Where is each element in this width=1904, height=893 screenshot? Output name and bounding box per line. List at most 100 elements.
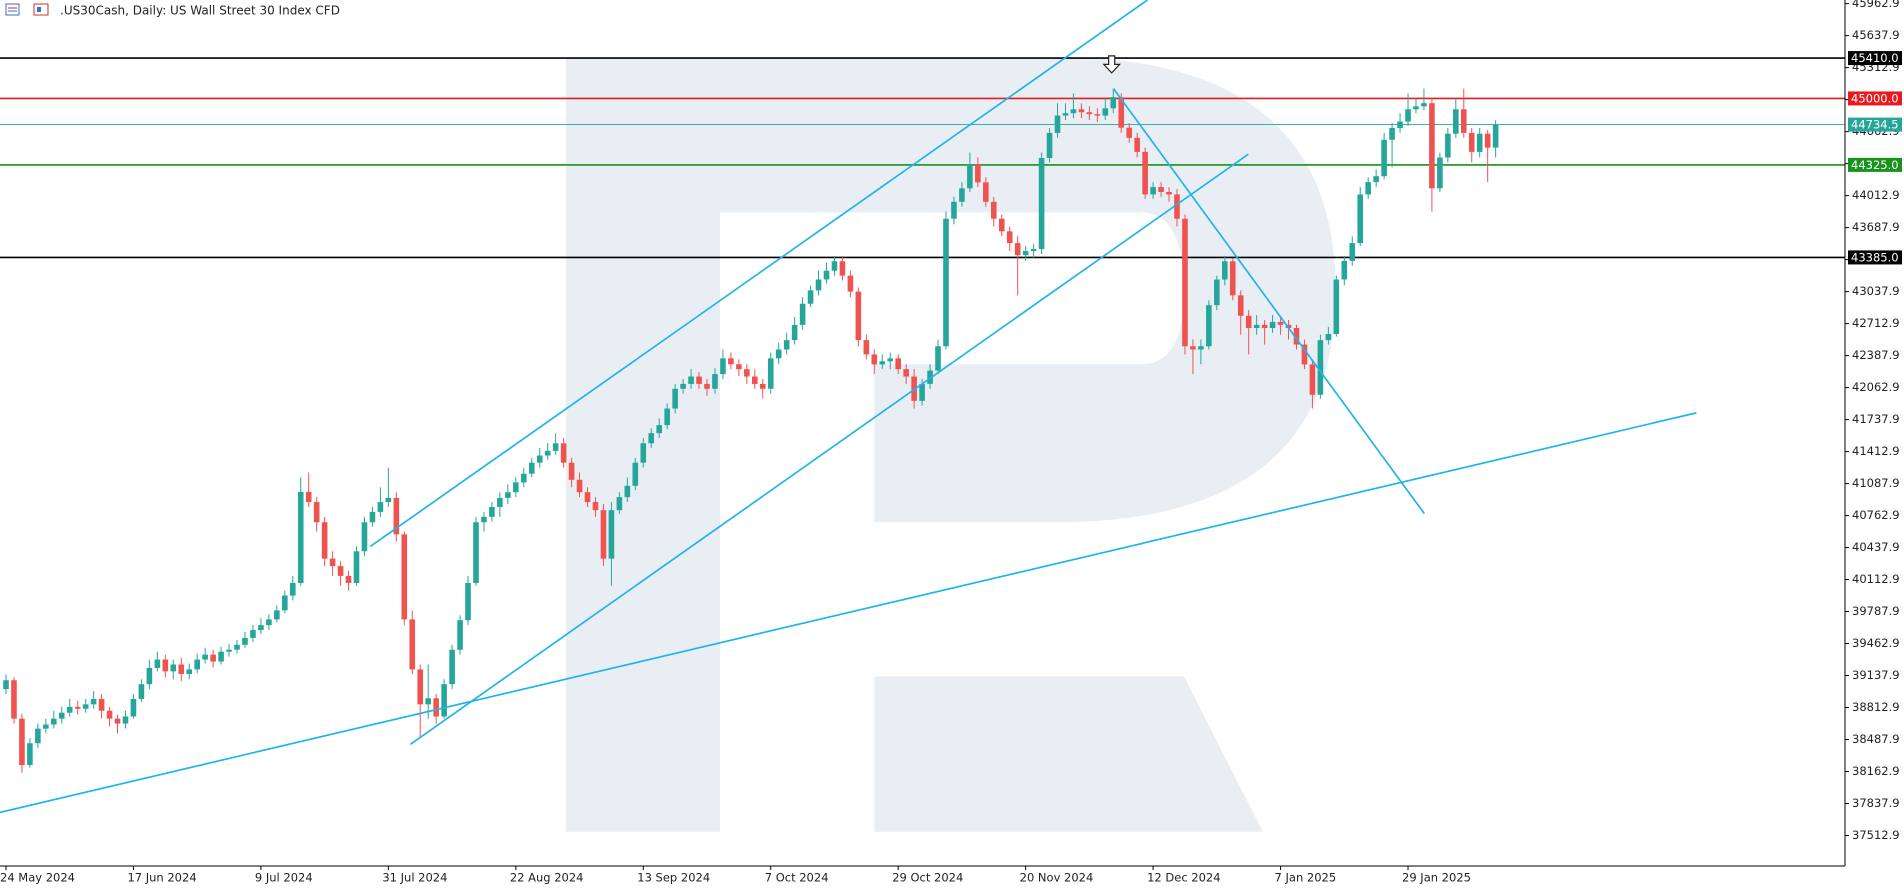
- y-tick-label: 39462.9: [1852, 636, 1900, 650]
- y-tick-label: 38487.9: [1852, 732, 1900, 746]
- candle-body: [433, 698, 439, 717]
- candle-body: [106, 710, 113, 719]
- y-tick-label: 42712.9: [1852, 316, 1900, 330]
- candle-body: [664, 408, 670, 426]
- candle-body: [138, 684, 145, 699]
- candle-body: [194, 659, 200, 670]
- candle-body: [520, 473, 527, 483]
- candle-body: [35, 728, 41, 744]
- x-tick-label: 24 May 2024: [0, 871, 75, 885]
- candle-body: [990, 201, 997, 219]
- x-tick-label: 9 Jul 2024: [255, 871, 313, 885]
- y-tick-label: 37512.9: [1852, 828, 1900, 842]
- candle-body: [282, 595, 288, 611]
- candle-body: [704, 383, 710, 389]
- candle-body: [19, 718, 25, 766]
- candle-body: [289, 582, 296, 596]
- candle-body: [1070, 109, 1077, 114]
- candle-body: [393, 497, 400, 535]
- candle-body: [576, 479, 583, 493]
- level-label: 44325.0: [1851, 158, 1899, 172]
- trend-line: [0, 412, 1697, 814]
- candle-body: [218, 651, 224, 662]
- level-label-box: [1848, 250, 1902, 265]
- candle-body: [146, 667, 153, 685]
- candle-body: [297, 491, 304, 583]
- icon: [5, 3, 20, 16]
- candle-body: [345, 575, 352, 583]
- x-tick-label: 7 Oct 2024: [765, 871, 829, 885]
- candle-body: [90, 698, 97, 705]
- level-label: 45410.0: [1851, 51, 1899, 65]
- candle-body: [505, 492, 511, 498]
- candle-body: [441, 684, 447, 717]
- candle-body: [688, 376, 694, 384]
- candle-body: [1142, 151, 1148, 195]
- candle-body: [998, 218, 1005, 232]
- y-tick-label: 41412.9: [1852, 444, 1900, 458]
- candle-body: [1062, 113, 1069, 116]
- level-label-box: [1848, 157, 1902, 172]
- candle-body: [202, 654, 208, 660]
- candle-body: [720, 358, 726, 375]
- candle-body: [369, 511, 376, 523]
- candle-body: [1373, 176, 1379, 183]
- candle-body: [632, 462, 639, 486]
- candle-body: [1309, 364, 1316, 395]
- candle-body: [1389, 127, 1395, 140]
- candle-body: [1134, 137, 1140, 152]
- candle-body: [1150, 187, 1156, 195]
- candle-body: [457, 620, 463, 650]
- candle-body: [1166, 191, 1172, 195]
- candle-body: [473, 522, 479, 583]
- candle-body: [58, 712, 65, 719]
- candle-body: [1030, 249, 1037, 252]
- candle-body: [975, 164, 981, 183]
- x-tick-label: 7 Jan 2025: [1275, 871, 1337, 885]
- candle-body: [329, 558, 336, 567]
- candle-body: [1405, 109, 1411, 122]
- y-tick-label: 41087.9: [1852, 476, 1900, 490]
- candle-body: [122, 716, 129, 724]
- trend-line: [1112, 88, 1426, 515]
- candle-body: [258, 625, 264, 631]
- candle-body: [1086, 112, 1093, 115]
- candle-body: [1484, 133, 1491, 148]
- trend-line: [369, 0, 1149, 548]
- candle-body: [1078, 109, 1085, 113]
- watermark: [565, 57, 1336, 832]
- candle-body: [759, 383, 766, 389]
- candle-body: [1445, 133, 1451, 158]
- candle-body: [815, 279, 822, 291]
- candle-body: [839, 261, 846, 276]
- candle-body: [927, 370, 933, 384]
- candle-body: [823, 270, 830, 280]
- candle-body: [1460, 109, 1467, 133]
- y-tick-label: 43037.9: [1852, 284, 1900, 298]
- x-tick-label: 29 Jan 2025: [1402, 871, 1471, 885]
- y-tick-label: 43687.9: [1852, 220, 1900, 234]
- plot-area: [0, 57, 1845, 773]
- candle-body: [935, 346, 941, 371]
- candle-body: [1397, 121, 1403, 128]
- level-label: 45000.0: [1851, 91, 1899, 105]
- candle-body: [250, 630, 256, 638]
- candle-body: [1221, 261, 1228, 280]
- arrow-marker: [1102, 55, 1121, 74]
- level-label-box: [1848, 51, 1902, 66]
- candle-body: [266, 619, 272, 626]
- candle-body: [1293, 328, 1300, 345]
- candle-body: [1046, 132, 1053, 159]
- candle-body: [871, 354, 878, 365]
- candle-body: [1006, 231, 1013, 244]
- candle-body: [983, 182, 989, 202]
- candle-body: [1381, 139, 1387, 177]
- x-tick-label: 12 Dec 2024: [1147, 871, 1220, 885]
- y-tick-label: 38812.9: [1852, 700, 1900, 714]
- candle-body: [361, 522, 368, 552]
- candle-body: [1357, 194, 1364, 244]
- y-tick-label: 42387.9: [1852, 348, 1900, 362]
- candle-body: [744, 369, 750, 377]
- candle-body: [1022, 251, 1029, 256]
- candle-body: [50, 718, 57, 725]
